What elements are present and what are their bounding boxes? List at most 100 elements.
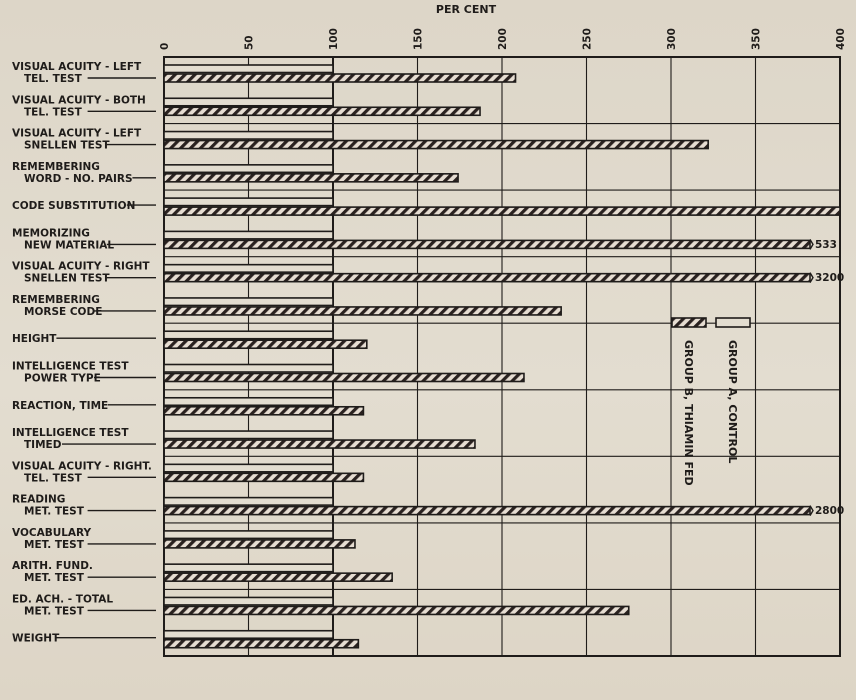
bar-thiamin-fed bbox=[163, 173, 459, 183]
x-tick-labels: 0 50 100 150 200 250 300 350 400 bbox=[159, 28, 847, 50]
bar-thiamin-fed bbox=[163, 306, 562, 316]
category-label-line: MET. TEST bbox=[24, 506, 85, 518]
category-label-line: VISUAL ACUITY - LEFT bbox=[12, 128, 142, 140]
category-label-line: SNELLEN TEST bbox=[24, 140, 110, 152]
category-label-line: VISUAL ACUITY - RIGHT bbox=[12, 261, 150, 273]
legend-swatch-thiamin-fed bbox=[671, 317, 707, 328]
x-tick-label: 50 bbox=[244, 35, 256, 50]
bar-thiamin-fed bbox=[163, 73, 517, 83]
category-label: REACTION, TIME bbox=[12, 400, 156, 412]
bar-thiamin-fed bbox=[163, 572, 393, 582]
category-label-line: REMEMBERING bbox=[12, 161, 100, 173]
bar-control bbox=[163, 64, 334, 74]
category-label-line: INTELLIGENCE TEST bbox=[12, 361, 129, 373]
bar-control bbox=[163, 197, 334, 207]
category-label-line: VISUAL ACUITY - RIGHT. bbox=[12, 460, 152, 472]
bar-control bbox=[163, 263, 334, 273]
bar-control bbox=[163, 596, 334, 606]
legend-label-thiamin-fed: GROUP B, THIAMIN FED bbox=[682, 340, 695, 486]
bar-control bbox=[163, 629, 334, 640]
bar-control bbox=[163, 496, 334, 506]
bar-value-label: 2800 bbox=[815, 505, 844, 517]
category-label-line: CODE SUBSTITUTION bbox=[12, 200, 135, 212]
bar-control bbox=[163, 297, 334, 307]
legend-swatch-control bbox=[715, 317, 751, 328]
x-tick-label: 100 bbox=[328, 28, 340, 50]
category-label-line: MET. TEST bbox=[24, 605, 85, 617]
bar-thiamin-fed bbox=[163, 539, 356, 549]
bar-thiamin-fed bbox=[163, 272, 811, 283]
category-label-line: TEL. TEST bbox=[24, 472, 83, 484]
bar-control bbox=[163, 530, 334, 540]
category-label: HEIGHT bbox=[12, 333, 156, 345]
category-label-line: WORD - NO. PAIRS bbox=[24, 173, 133, 185]
bar-thiamin-fed bbox=[163, 638, 360, 649]
category-label-line: VISUAL ACUITY - LEFT bbox=[12, 61, 142, 73]
chart-title: PER CENT bbox=[436, 3, 497, 16]
bar-thiamin-fed bbox=[163, 106, 481, 117]
category-label-line: READING bbox=[12, 494, 65, 506]
category-label: WEIGHT bbox=[12, 633, 156, 645]
bar-thiamin-fed bbox=[163, 439, 476, 449]
category-label-line: TIMED bbox=[24, 439, 62, 451]
bar-thiamin-fed bbox=[163, 139, 709, 150]
category-label-line: VISUAL ACUITY - BOTH bbox=[12, 94, 146, 106]
category-label-line: MET. TEST bbox=[24, 539, 85, 551]
bar-control bbox=[163, 164, 334, 174]
bar-control bbox=[163, 97, 334, 107]
x-tick-label: 150 bbox=[413, 28, 425, 50]
bar-thiamin-fed bbox=[163, 372, 525, 383]
category-label: VISUAL ACUITY - RIGHT.TEL. TEST bbox=[12, 460, 156, 484]
grid-lines bbox=[163, 56, 841, 657]
bar-thiamin-fed bbox=[163, 339, 368, 350]
category-label-line: INTELLIGENCE TEST bbox=[12, 427, 129, 439]
bar-control bbox=[163, 230, 334, 240]
category-label: ARITH. FUND.MET. TEST bbox=[12, 560, 156, 584]
category-label-line: TEL. TEST bbox=[24, 73, 83, 85]
x-tick-label: 350 bbox=[751, 28, 763, 50]
category-label-line: MET. TEST bbox=[24, 572, 85, 584]
bar-thiamin-fed bbox=[163, 505, 811, 516]
bar-value-label: 533 bbox=[815, 239, 837, 251]
category-label-line: WEIGHT bbox=[12, 633, 60, 645]
bar-thiamin-fed bbox=[163, 605, 630, 616]
bar-control bbox=[163, 563, 334, 573]
bar-control bbox=[163, 130, 334, 140]
category-label-line: HEIGHT bbox=[12, 333, 57, 345]
bar-control bbox=[163, 430, 334, 440]
category-label-line: NEW MATERIAL bbox=[24, 239, 114, 251]
bar-value-label: 3200 bbox=[815, 272, 844, 284]
x-tick-label: 200 bbox=[497, 28, 509, 50]
category-label-line: SNELLEN TEST bbox=[24, 273, 110, 285]
x-tick-label: 0 bbox=[159, 43, 171, 50]
category-label: CODE SUBSTITUTION bbox=[12, 200, 156, 212]
category-label-line: VOCABULARY bbox=[12, 527, 92, 539]
bar-thiamin-fed bbox=[163, 405, 365, 416]
legend: GROUP A, CONTROL GROUP B, THIAMIN FED bbox=[671, 317, 751, 486]
category-label-line: REACTION, TIME bbox=[12, 400, 108, 412]
category-label-line: POWER TYPE bbox=[24, 373, 101, 385]
bar-break-mark bbox=[809, 239, 814, 250]
x-tick-label: 250 bbox=[582, 28, 594, 50]
x-tick-label: 300 bbox=[666, 28, 678, 50]
category-label-line: REMEMBERING bbox=[12, 294, 100, 306]
category-label-line: MEMORIZING bbox=[12, 227, 90, 239]
category-label-line: ED. ACH. - TOTAL bbox=[12, 593, 113, 605]
bar-break-mark bbox=[809, 505, 814, 516]
bar-control bbox=[163, 396, 334, 407]
category-label-line: MORSE CODE bbox=[24, 306, 102, 318]
